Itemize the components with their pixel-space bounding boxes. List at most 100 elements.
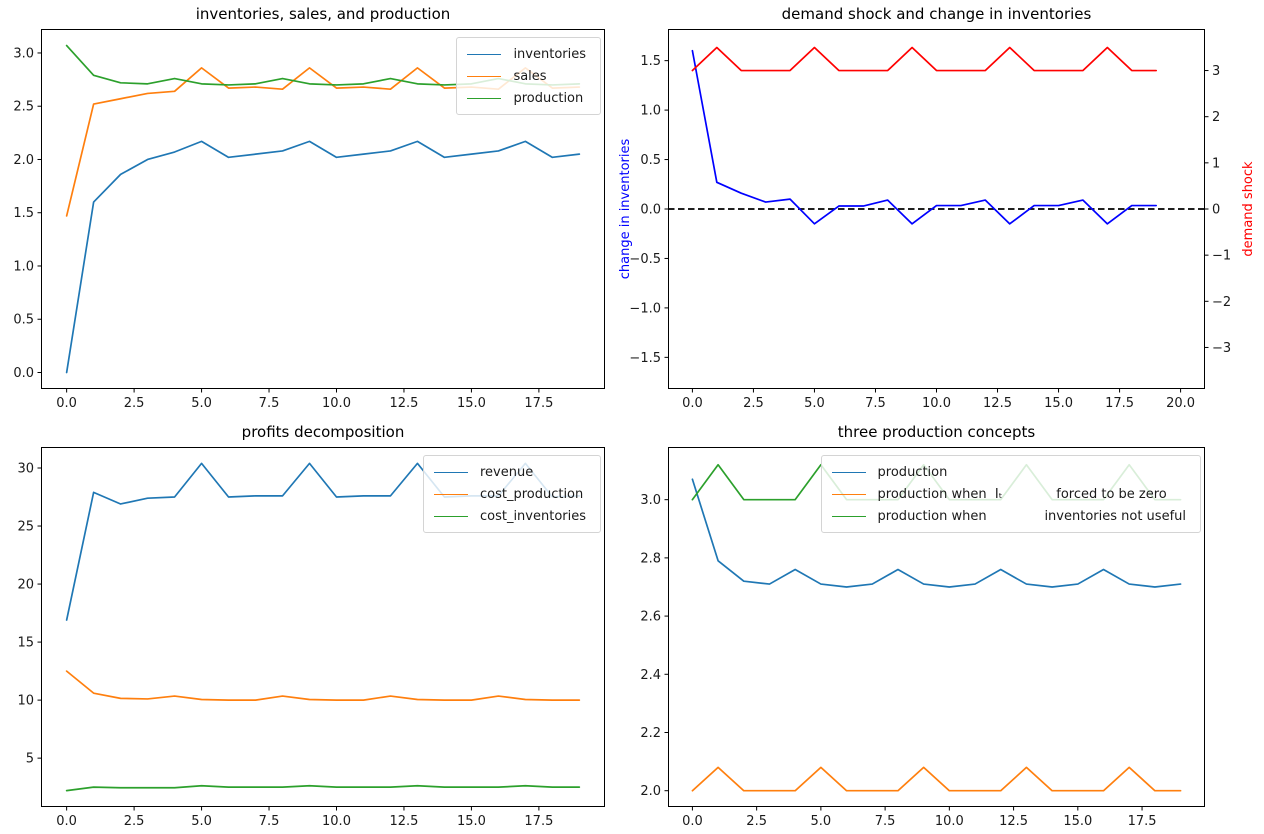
right-y-tick-label: 3 bbox=[1212, 64, 1220, 79]
x-tick-label: 15.0 bbox=[1044, 396, 1073, 411]
x-tick-label: 17.5 bbox=[524, 396, 553, 411]
x-tick-label: 10.0 bbox=[922, 396, 951, 411]
y-tick-label: 2.0 bbox=[640, 784, 661, 799]
series-change-in-inventories-line bbox=[691, 49, 1158, 225]
x-tick-label: 2.5 bbox=[124, 396, 145, 411]
legend-row: cost_production bbox=[433, 483, 586, 505]
x-tick-label: 2.5 bbox=[124, 814, 145, 829]
legend-line-sample bbox=[831, 515, 866, 517]
legend-row: production bbox=[467, 87, 586, 109]
y-tick-label: −1.0 bbox=[629, 301, 661, 316]
legend-label: cost_production bbox=[479, 486, 584, 502]
axes-frame bbox=[668, 29, 1205, 389]
right-y-tick-label: −1 bbox=[1212, 249, 1231, 264]
legend-label: revenue bbox=[479, 464, 534, 480]
legend-label: cost_inventories bbox=[479, 508, 586, 524]
x-tick-label: 7.5 bbox=[259, 814, 280, 829]
right-y-tick-label: 1 bbox=[1212, 156, 1220, 171]
x-tick-label: 0.0 bbox=[682, 396, 703, 411]
legend-row: inventories bbox=[467, 43, 586, 65]
x-tick-label: 0.0 bbox=[56, 396, 77, 411]
y-tick-label: 25 bbox=[17, 520, 34, 535]
title-demand-shock-change-inventories: demand shock and change in inventories bbox=[781, 5, 1092, 23]
x-tick-label: 15.0 bbox=[457, 396, 486, 411]
title-inventories-sales-production: inventories, sales, and production bbox=[195, 5, 451, 23]
legend-row: production bbox=[831, 461, 1186, 483]
series-inventories-line bbox=[65, 140, 581, 374]
x-tick-label: 15.0 bbox=[457, 814, 486, 829]
legend-profits-decomposition: revenue cost_production cost_inventories bbox=[422, 455, 601, 533]
legend-line-sample bbox=[433, 493, 468, 495]
x-tick-label: 2.5 bbox=[746, 814, 767, 829]
y-tick-label: 1.5 bbox=[13, 206, 34, 221]
legend-label: sales bbox=[513, 68, 547, 84]
series-production-line bbox=[691, 478, 1182, 588]
legend-three-production-concepts: production production when Iₜ forced to … bbox=[820, 455, 1201, 533]
x-tick-label: 17.5 bbox=[1128, 814, 1157, 829]
y-tick-label: 2.6 bbox=[640, 610, 661, 625]
legend-label: production bbox=[513, 90, 584, 106]
legend-line-sample bbox=[467, 53, 502, 55]
y-tick-label: 0.0 bbox=[13, 366, 34, 381]
x-tick-label: 12.5 bbox=[389, 814, 418, 829]
legend-row: sales bbox=[467, 65, 586, 87]
x-tick-label: 7.5 bbox=[875, 814, 896, 829]
x-tick-label: 12.5 bbox=[999, 814, 1028, 829]
legend-line-sample bbox=[433, 515, 468, 517]
series-demand-shock-line bbox=[691, 46, 1158, 72]
legend-label: production when inventories not useful bbox=[877, 508, 1186, 524]
subplot-inventories-sales-production: 0.0 2.5 5.0 7.5 10.0 12.5 15.0 17.5 0.0 0.5 1.0 1.5… bbox=[13, 29, 605, 411]
y-tick-label: 2.2 bbox=[640, 726, 661, 741]
x-tick-label: 7.5 bbox=[259, 396, 280, 411]
x-tick-label: 5.0 bbox=[191, 396, 212, 411]
x-tick-label: 12.5 bbox=[983, 396, 1012, 411]
right-y-tick-label: −2 bbox=[1212, 295, 1231, 310]
subplot-demand-shock-change-in-inventories: 0.0 2.5 5.0 7.5 10.0 12.5 15.0 17.5 20.0−1.5−1.0… bbox=[629, 29, 1231, 411]
legend-line-sample bbox=[831, 493, 866, 495]
y-tick-label: 10 bbox=[17, 694, 34, 709]
y-tick-label: 1.0 bbox=[13, 259, 34, 274]
legend-row: production when inventories not useful bbox=[831, 505, 1186, 527]
x-tick-label: 17.5 bbox=[1105, 396, 1134, 411]
y-tick-label: 15 bbox=[17, 636, 34, 651]
x-tick-label: 5.0 bbox=[804, 396, 825, 411]
legend-row: revenue bbox=[433, 461, 586, 483]
right-y-tick-label: −3 bbox=[1212, 341, 1231, 356]
x-tick-label: 7.5 bbox=[865, 396, 886, 411]
x-tick-label: 10.0 bbox=[322, 396, 351, 411]
y-tick-label: 3.0 bbox=[13, 46, 34, 61]
legend-line-sample bbox=[467, 75, 502, 77]
y-tick-label: 0.5 bbox=[13, 313, 34, 328]
legend-label: production bbox=[877, 464, 948, 480]
x-tick-label: 2.5 bbox=[743, 396, 764, 411]
x-tick-label: 5.0 bbox=[191, 814, 212, 829]
y-tick-label: 1.5 bbox=[640, 54, 661, 69]
x-tick-label: 0.0 bbox=[56, 814, 77, 829]
y-tick-label: 0.5 bbox=[640, 153, 661, 168]
axes-frame bbox=[668, 447, 1205, 807]
x-tick-label: 10.0 bbox=[322, 814, 351, 829]
x-tick-label: 12.5 bbox=[389, 396, 418, 411]
series-production-forced-zero-line bbox=[691, 766, 1182, 792]
series-cost-production-line bbox=[65, 670, 581, 701]
y-tick-label: 2.8 bbox=[640, 551, 661, 566]
y-axis-label-demand-shock: demand shock bbox=[1241, 161, 1256, 257]
title-profits-decomposition: profits decomposition bbox=[241, 423, 405, 441]
y-tick-label: 1.0 bbox=[640, 104, 661, 119]
y-tick-label: 30 bbox=[17, 462, 34, 477]
legend-line-sample bbox=[433, 471, 468, 473]
y-tick-label: 5 bbox=[26, 752, 34, 767]
legend-line-sample bbox=[467, 97, 502, 99]
y-tick-label: 2.5 bbox=[13, 100, 34, 115]
x-tick-label: 5.0 bbox=[811, 814, 832, 829]
x-tick-label: 15.0 bbox=[1063, 814, 1092, 829]
y-tick-label: 2.4 bbox=[640, 668, 661, 683]
right-y-tick-label: 2 bbox=[1212, 110, 1220, 125]
legend-label: production when Iₜ forced to be zero bbox=[877, 486, 1167, 502]
y-tick-label: −1.5 bbox=[629, 351, 661, 366]
legend-inventories-sales-production: inventories sales production bbox=[456, 37, 601, 115]
y-tick-label: −0.5 bbox=[629, 252, 661, 267]
title-three-production-concepts: three production concepts bbox=[837, 423, 1036, 441]
